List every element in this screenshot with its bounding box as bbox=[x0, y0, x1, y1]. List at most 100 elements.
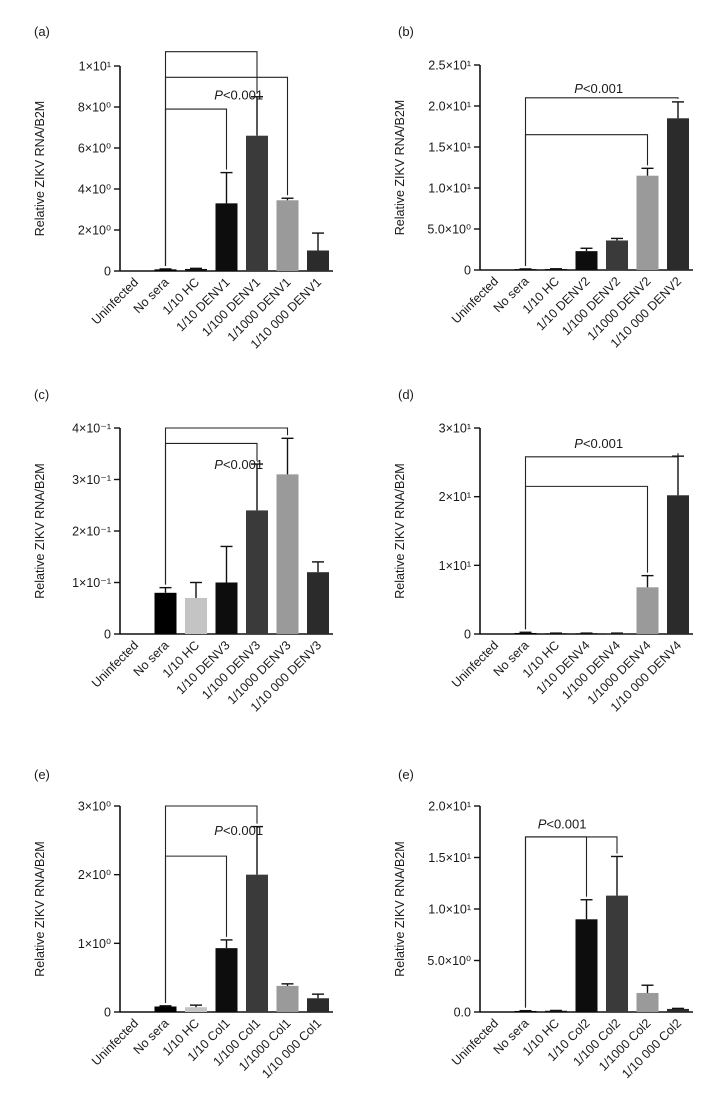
significance-label: P<0.001 bbox=[214, 823, 263, 838]
y-tick-label: 2×10⁰ bbox=[78, 868, 111, 882]
significance-label: P<0.001 bbox=[538, 817, 587, 832]
significance-label: P<0.001 bbox=[574, 81, 623, 96]
y-tick-label: 3×10⁻¹ bbox=[72, 473, 111, 487]
category-label: Uninfected bbox=[449, 1016, 501, 1068]
bar bbox=[215, 582, 238, 634]
y-tick-label: 0 bbox=[104, 1006, 111, 1020]
bar bbox=[307, 998, 329, 1012]
bar bbox=[606, 895, 628, 1012]
category-label: Uninfected bbox=[449, 638, 501, 690]
significance-bracket bbox=[524, 453, 679, 630]
bar bbox=[636, 175, 659, 270]
panel-label: (a) bbox=[34, 24, 50, 39]
significance-bracket bbox=[164, 51, 258, 266]
y-tick-label: 1×10⁰ bbox=[78, 937, 111, 951]
panel-2: (b) Relative ZIKV RNA/B2M 0 5.0×10⁰ 1.0×10¹ 1… bbox=[393, 24, 693, 350]
panel-4: (d) Relative ZIKV RNA/B2M 0 1×10¹ 2×10¹ 3×10¹… bbox=[393, 387, 693, 714]
bar bbox=[276, 474, 299, 634]
bar bbox=[246, 874, 268, 1012]
category-label: Uninfected bbox=[89, 638, 141, 690]
significance-label: P<0.001 bbox=[214, 88, 263, 103]
y-tick-label: 4×10⁰ bbox=[78, 183, 111, 197]
y-axis-title: Relative ZIKV RNA/B2M bbox=[33, 841, 47, 976]
bar bbox=[514, 632, 537, 634]
bar bbox=[154, 269, 177, 271]
y-tick-label: 0 bbox=[104, 265, 111, 279]
y-tick-label: 0.0 bbox=[454, 1006, 471, 1020]
y-tick-label: 2×10⁻¹ bbox=[72, 525, 111, 539]
y-axis-title: Relative ZIKV RNA/B2M bbox=[393, 841, 407, 976]
bar bbox=[545, 269, 567, 270]
bar bbox=[154, 1006, 177, 1012]
y-tick-label: 2×10¹ bbox=[439, 490, 471, 504]
y-tick-label: 0 bbox=[464, 628, 471, 642]
bar bbox=[276, 985, 299, 1012]
y-axis-title: Relative ZIKV RNA/B2M bbox=[393, 100, 407, 235]
y-tick-label: 3×10¹ bbox=[439, 422, 471, 436]
y-tick-label: 0 bbox=[464, 264, 471, 278]
y-tick-label: 2×10⁰ bbox=[78, 224, 111, 238]
bar bbox=[545, 1010, 567, 1012]
bar bbox=[307, 250, 329, 271]
panel-label: (c) bbox=[34, 387, 49, 402]
significance-bracket bbox=[524, 485, 649, 630]
category-label: Uninfected bbox=[89, 275, 141, 327]
y-tick-label: 1.0×10¹ bbox=[428, 903, 471, 917]
bar bbox=[575, 251, 598, 270]
bar bbox=[575, 919, 598, 1012]
bar bbox=[215, 203, 238, 271]
bar bbox=[667, 118, 689, 270]
panel-1: (a) Relative ZIKV RNA/B2M 0 2×10⁰ 4×10⁰ 6×10⁰… bbox=[33, 24, 333, 351]
significance-bracket bbox=[524, 97, 679, 266]
panel-label: (e) bbox=[34, 767, 50, 782]
bar bbox=[185, 1007, 207, 1012]
y-tick-label: 6×10⁰ bbox=[78, 142, 111, 156]
y-tick-label: 2.0×10¹ bbox=[428, 800, 471, 814]
significance-bracket bbox=[524, 134, 649, 266]
category-label: Uninfected bbox=[449, 274, 501, 326]
y-tick-label: 1×10⁻¹ bbox=[72, 576, 111, 590]
bar bbox=[636, 587, 659, 634]
panel-label: (e) bbox=[398, 767, 414, 782]
y-tick-label: 1×10¹ bbox=[439, 559, 471, 573]
y-tick-label: 0 bbox=[104, 628, 111, 642]
y-tick-label: 1×10¹ bbox=[79, 60, 111, 74]
y-axis-title: Relative ZIKV RNA/B2M bbox=[33, 463, 47, 598]
y-tick-label: 2.5×10¹ bbox=[428, 59, 471, 73]
panel-label: (d) bbox=[398, 387, 414, 402]
panel-3: (c) Relative ZIKV RNA/B2M 0 1×10⁻¹ 2×10⁻¹ 3×1… bbox=[33, 387, 333, 714]
y-tick-label: 2.0×10¹ bbox=[428, 100, 471, 114]
bar bbox=[514, 1010, 537, 1012]
y-tick-label: 3×10⁰ bbox=[78, 800, 111, 814]
y-axis-title: Relative ZIKV RNA/B2M bbox=[33, 101, 47, 236]
category-label: Uninfected bbox=[89, 1016, 141, 1068]
y-tick-label: 1.5×10¹ bbox=[428, 141, 471, 155]
significance-bracket bbox=[524, 836, 618, 1008]
bar bbox=[606, 240, 628, 270]
bar bbox=[276, 200, 299, 271]
bar bbox=[185, 597, 207, 634]
bar bbox=[667, 495, 689, 634]
y-tick-label: 4×10⁻¹ bbox=[72, 422, 111, 436]
y-tick-label: 1.5×10¹ bbox=[428, 851, 471, 865]
y-tick-label: 1.0×10¹ bbox=[428, 182, 471, 196]
y-tick-label: 5.0×10⁰ bbox=[427, 223, 471, 237]
significance-label: P<0.001 bbox=[574, 436, 623, 451]
bar bbox=[636, 992, 659, 1012]
significance-bracket bbox=[164, 805, 258, 1003]
bar bbox=[246, 510, 268, 634]
significance-bracket bbox=[164, 427, 289, 585]
bar bbox=[154, 592, 177, 634]
panel-6: (e) Relative ZIKV RNA/B2M 0.0 5.0×10⁰ 1.0×10… bbox=[393, 767, 693, 1081]
y-axis-title: Relative ZIKV RNA/B2M bbox=[393, 463, 407, 598]
bar bbox=[246, 135, 268, 271]
panel-5: (e) Relative ZIKV RNA/B2M 0 1×10⁰ 2×10⁰ 3×10⁰… bbox=[33, 767, 333, 1081]
significance-bracket bbox=[164, 76, 289, 266]
bar bbox=[667, 1008, 689, 1012]
bar bbox=[215, 948, 238, 1012]
bar bbox=[185, 268, 207, 271]
y-tick-label: 8×10⁰ bbox=[78, 101, 111, 115]
y-tick-label: 5.0×10⁰ bbox=[427, 954, 471, 968]
significance-label: P<0.001 bbox=[214, 457, 263, 472]
